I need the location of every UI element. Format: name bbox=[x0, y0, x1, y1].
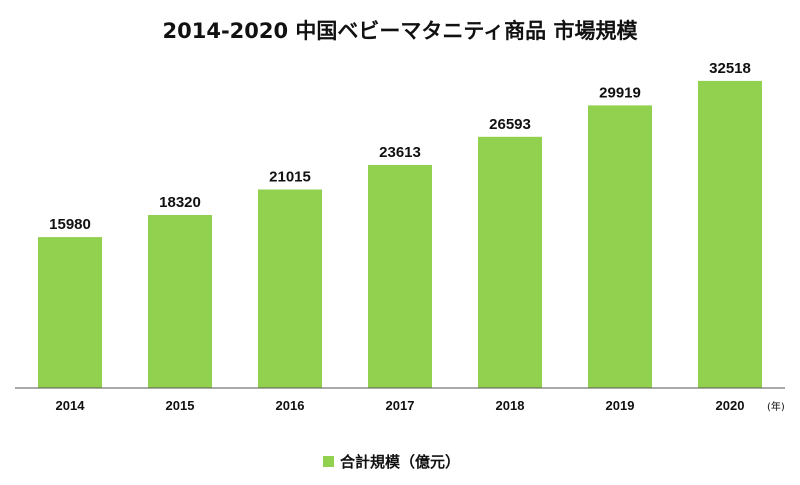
bar-2019 bbox=[588, 105, 652, 389]
x-tick-labels: 2014 2015 2016 2017 2018 2019 2020 bbox=[56, 398, 745, 413]
value-label-2014: 15980 bbox=[49, 216, 91, 233]
x-tick-label-2019: 2019 bbox=[606, 398, 635, 413]
value-label-2019: 29919 bbox=[599, 84, 641, 101]
value-label-2018: 26593 bbox=[489, 116, 531, 133]
x-tick-label-2020: 2020 bbox=[716, 398, 745, 413]
x-tick-label-2016: 2016 bbox=[276, 398, 305, 413]
legend: 合計規模（億元） bbox=[323, 453, 460, 471]
bars-group bbox=[38, 80, 762, 389]
value-label-2017: 23613 bbox=[379, 144, 421, 161]
bar-2018 bbox=[478, 136, 542, 388]
chart-title: 2014-2020 中国ベビーマタニティ商品 市場規模 bbox=[163, 19, 639, 43]
legend-label: 合計規模（億元） bbox=[339, 453, 460, 471]
value-label-2020: 32518 bbox=[709, 60, 751, 77]
x-axis-unit-label: (年) bbox=[767, 400, 785, 413]
bar-2020 bbox=[698, 80, 762, 389]
bar-2017 bbox=[368, 165, 432, 388]
x-tick-label-2015: 2015 bbox=[166, 398, 195, 413]
x-tick-label-2017: 2017 bbox=[386, 398, 415, 413]
value-label-2015: 18320 bbox=[159, 194, 201, 211]
bar-2014 bbox=[38, 237, 102, 388]
value-label-2016: 21015 bbox=[269, 169, 311, 186]
x-tick-label-2018: 2018 bbox=[496, 398, 525, 413]
value-labels-group: 15980 18320 21015 23613 26593 29919 32518 bbox=[49, 60, 751, 233]
bar-2015 bbox=[148, 215, 212, 388]
x-tick-label-2014: 2014 bbox=[56, 398, 86, 413]
bar-2016 bbox=[258, 189, 322, 388]
legend-swatch bbox=[323, 456, 334, 467]
